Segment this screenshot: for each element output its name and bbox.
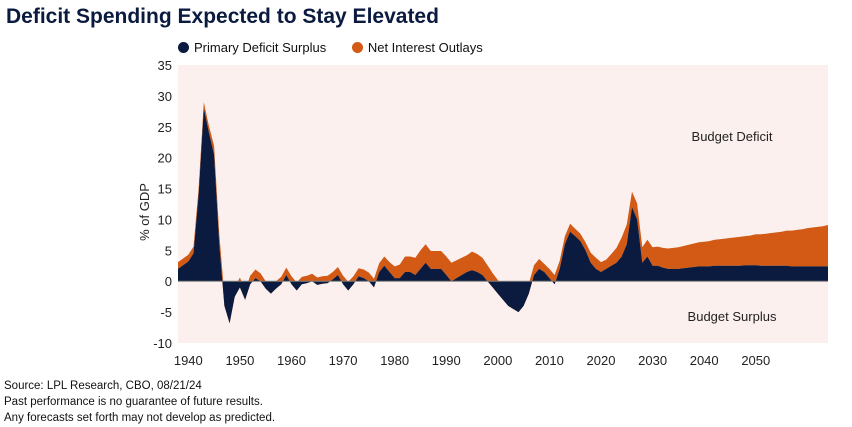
y-tick-label: 0	[165, 274, 172, 289]
footnote-source: Source: LPL Research, CBO, 08/21/24	[4, 380, 202, 392]
y-tick-label: 25	[158, 120, 172, 135]
x-tick-label: 1980	[380, 353, 409, 368]
x-tick-label: 2010	[535, 353, 564, 368]
x-axis: 1940 1950 1960 1970 1980 1990 2000 2010 2020 2030…	[174, 353, 770, 368]
y-tick-label: 10	[158, 212, 172, 227]
annotation-budget-surplus: Budget Surplus	[688, 309, 777, 324]
y-axis-label: % of GDP	[137, 183, 152, 241]
legend-swatch-interest	[351, 42, 363, 53]
footnote-disclaimer-forecast: Any forecasts set forth may not develop …	[4, 412, 276, 424]
x-tick-label: 2000	[483, 353, 512, 368]
series-area-net-interest-outlays	[178, 102, 828, 324]
annotation-budget-deficit: Budget Deficit	[692, 129, 773, 144]
x-tick-label: 2050	[741, 353, 770, 368]
series-area-primary-deficit-surplus	[178, 108, 828, 324]
y-tick-label: -10	[153, 336, 172, 351]
legend-label-primary: Primary Deficit Surplus	[194, 40, 327, 55]
legend-label-interest: Net Interest Outlays	[367, 40, 483, 55]
x-tick-label: 1970	[329, 353, 358, 368]
x-tick-label: 2020	[587, 353, 616, 368]
x-tick-label: 1990	[432, 353, 461, 368]
x-tick-label: 2040	[690, 353, 719, 368]
legend-item-interest: Net Interest Outlays	[351, 40, 483, 55]
y-tick-label: 15	[158, 182, 172, 197]
footnotes: Source: LPL Research, CBO, 08/21/24 Past…	[4, 378, 275, 426]
plot-background	[178, 65, 828, 343]
y-axis: 35 30 25 20 15 10 5 0 -5 -10	[153, 58, 172, 351]
x-tick-label: 1940	[174, 353, 203, 368]
chart-areas	[178, 102, 828, 324]
x-tick-label: 2030	[638, 353, 667, 368]
y-tick-label: 5	[165, 243, 172, 258]
chart-legend: Primary Deficit Surplus Net Interest Out…	[178, 40, 505, 55]
y-tick-label: 20	[158, 151, 172, 166]
y-tick-label: 30	[158, 89, 172, 104]
legend-item-primary: Primary Deficit Surplus	[178, 40, 326, 55]
chart-title: Deficit Spending Expected to Stay Elevat…	[6, 5, 439, 28]
y-tick-label: 35	[158, 58, 172, 73]
x-tick-label: 1950	[225, 353, 254, 368]
legend-swatch-primary	[178, 42, 189, 53]
x-tick-label: 1960	[277, 353, 306, 368]
footnote-disclaimer-performance: Past performance is no guarantee of futu…	[4, 396, 263, 408]
y-tick-label: -5	[160, 305, 172, 320]
